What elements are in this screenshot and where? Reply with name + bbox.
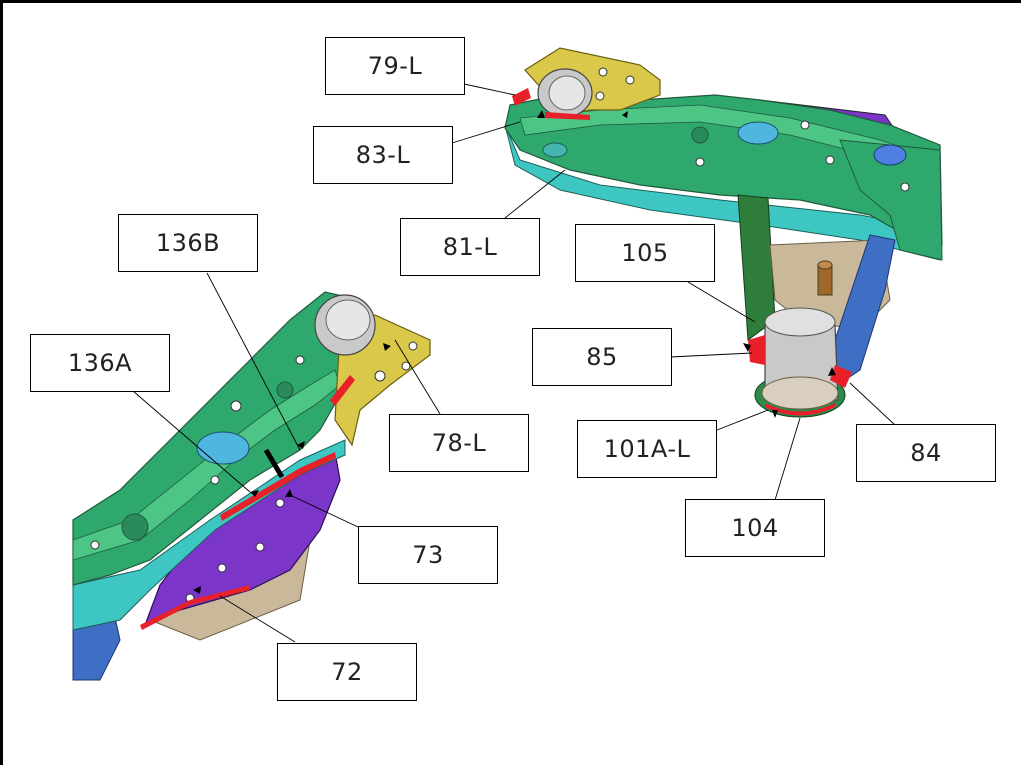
right-lower-bushing-top	[764, 307, 836, 337]
leader-78L	[394, 339, 441, 415]
left-rail-hole-1	[196, 431, 250, 465]
leader-83L	[451, 121, 521, 144]
right-lower-bushing-rim	[761, 376, 839, 410]
leader-73	[289, 494, 359, 528]
left-rail-hole-5	[276, 381, 294, 399]
right-subframe-assembly	[504, 47, 943, 418]
right-cross-member	[839, 139, 943, 261]
arrow-3	[743, 343, 751, 352]
arrow-7	[250, 490, 259, 497]
callout-83L: 83-L	[313, 126, 453, 184]
leader-136A	[132, 390, 251, 493]
callout-136A: 136A	[30, 334, 170, 392]
right-rail-hole-3	[691, 126, 709, 144]
left-rail-hole-4	[210, 475, 220, 485]
leader-72	[219, 595, 296, 643]
callout-73: 73	[358, 526, 498, 584]
right-red-seal-101A	[765, 403, 835, 416]
right-rail-hole-6	[900, 182, 910, 192]
callout-84: 84	[856, 424, 996, 482]
callout-79L: 79-L	[325, 37, 465, 95]
left-rail-hole-2	[121, 513, 149, 541]
leader-101AL	[716, 409, 769, 431]
left-bushing-inner	[325, 299, 371, 341]
leader-81L	[504, 169, 566, 219]
right-rail-hole-4	[800, 120, 810, 130]
right-rail-hole-1	[737, 121, 779, 145]
left-plate-hole-3	[217, 563, 227, 573]
right-red-seal-84	[830, 365, 852, 388]
left-red-seal-72	[140, 585, 250, 630]
left-plate-hole-2	[255, 542, 265, 552]
arrow-1	[537, 110, 545, 118]
right-red-seal-85	[748, 335, 765, 365]
right-red-seal-83L	[545, 112, 590, 120]
left-red-seal-78L	[330, 375, 355, 406]
callout-81L: 81-L	[400, 218, 540, 276]
right-bracket-hole-2	[625, 75, 635, 85]
right-stud-top	[817, 260, 833, 270]
leader-85	[669, 352, 753, 358]
leader-lines	[132, 83, 896, 643]
left-red-seal-73	[220, 452, 336, 521]
left-rail-hole-6	[295, 355, 305, 365]
leader-136B	[206, 272, 301, 451]
left-rail-hole-7	[90, 540, 100, 550]
right-rail-hole-5	[825, 155, 835, 165]
left-bracket-hole-3	[401, 361, 411, 371]
leader-79L	[463, 83, 516, 96]
left-plate-hole-1	[275, 498, 285, 508]
callout-105: 105	[575, 224, 715, 282]
callout-85: 85	[532, 328, 672, 386]
leader-84	[849, 382, 896, 426]
right-rail-hole-2	[873, 144, 907, 166]
left-bracket-hole-2	[408, 341, 418, 351]
callout-101AL: 101A-L	[577, 420, 717, 478]
leader-104	[774, 417, 801, 501]
right-bracket-hole-1	[598, 67, 608, 77]
arrow-4	[828, 367, 836, 376]
arrow-10	[383, 343, 391, 351]
arrow-6	[297, 441, 305, 449]
arrow-9	[193, 586, 201, 594]
arrow-2	[622, 111, 628, 118]
arrow-5	[772, 410, 778, 418]
callout-72: 72	[277, 643, 417, 701]
callout-136B: 136B	[118, 214, 258, 272]
right-bracket-hole-3	[595, 91, 605, 101]
arrow-8	[285, 489, 293, 497]
left-black-marker	[263, 448, 285, 479]
left-rail-hole-3	[230, 400, 242, 412]
right-red-seal-79L	[512, 88, 531, 106]
leader-105	[687, 281, 756, 323]
callout-78L: 78-L	[389, 414, 529, 472]
right-rail-hole-7	[695, 157, 705, 167]
direction-arrows	[193, 110, 836, 594]
left-bracket-hole-1	[374, 370, 386, 382]
right-rail-hole-8	[542, 142, 568, 158]
callout-104: 104	[685, 499, 825, 557]
right-bushing-inner	[548, 75, 586, 111]
